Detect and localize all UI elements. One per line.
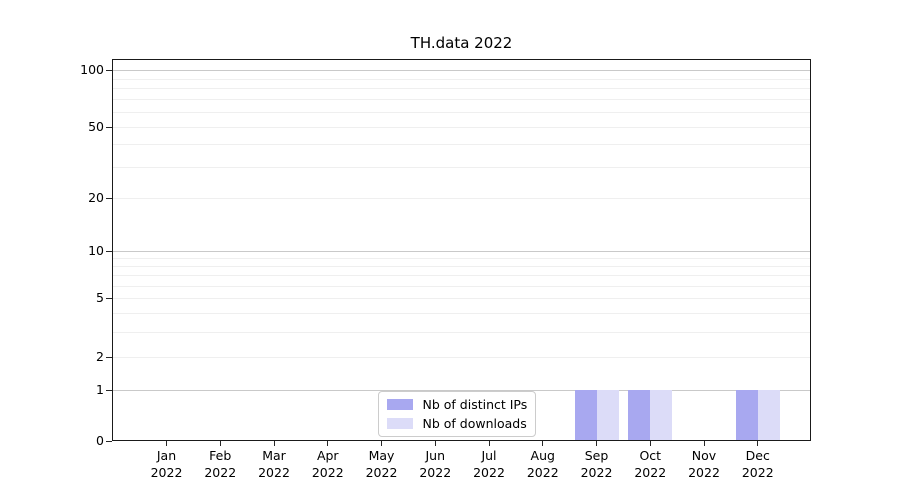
x-tick-label-nov: Nov 2022 — [672, 448, 736, 481]
bar-distinct-ips-oct — [628, 389, 651, 440]
y-tick-label-2: 2 — [96, 348, 104, 364]
y-tick-2 — [106, 356, 112, 358]
y-tick-100 — [106, 70, 112, 71]
x-label-year: 2022 — [311, 464, 344, 480]
gridline-y-9 — [113, 257, 810, 259]
chart-title: TH.data 2022 — [410, 34, 513, 52]
x-label-year: 2022 — [526, 464, 559, 480]
x-tick-nov — [703, 441, 705, 446]
y-tick-label-50: 50 — [88, 118, 104, 134]
x-label-month: Apr — [316, 448, 339, 463]
y-tick-5 — [106, 298, 112, 299]
legend-item: Nb of distinct IPs — [386, 396, 528, 413]
x-label-year: 2022 — [419, 464, 452, 480]
x-tick-sep — [596, 441, 597, 446]
x-tick-label-apr: Apr 2022 — [296, 448, 360, 481]
legend: Nb of distinct IPs Nb of downloads — [377, 391, 537, 437]
x-tick-label-jun: Jun 2022 — [403, 448, 467, 481]
gridline-y-70 — [113, 99, 810, 101]
gridline-y-50 — [113, 126, 810, 128]
gridline-y-3 — [113, 332, 810, 334]
y-tick-label-1: 1 — [96, 381, 104, 397]
x-label-year: 2022 — [150, 464, 183, 480]
x-tick-apr — [327, 441, 329, 446]
x-tick-label-dec: Dec 2022 — [726, 448, 790, 481]
x-tick-label-jul: Jul 2022 — [457, 448, 521, 481]
x-tick-aug — [542, 441, 544, 446]
y-tick-10 — [106, 250, 112, 252]
x-tick-label-sep: Sep 2022 — [565, 448, 629, 481]
x-label-month: May — [368, 448, 395, 463]
gridline-y-10 — [113, 250, 810, 252]
legend-swatch — [386, 418, 413, 429]
gridline-y-60 — [113, 111, 810, 113]
gridline-y-20 — [113, 198, 810, 199]
x-tick-jun — [434, 441, 436, 446]
x-label-year: 2022 — [741, 464, 774, 480]
x-tick-label-may: May 2022 — [350, 448, 414, 481]
y-tick-label-5: 5 — [96, 290, 104, 305]
y-tick-0 — [106, 441, 112, 442]
x-tick-feb — [219, 441, 221, 446]
x-tick-label-feb: Feb 2022 — [188, 448, 252, 481]
gridline-y-2 — [113, 356, 810, 358]
x-tick-label-oct: Oct 2022 — [618, 448, 682, 481]
x-label-month: Dec — [745, 448, 770, 463]
bar-distinct-ips-sep — [574, 389, 597, 440]
x-label-year: 2022 — [365, 464, 398, 480]
bar-downloads-sep — [596, 389, 619, 440]
x-label-year: 2022 — [580, 464, 613, 480]
y-tick-1 — [106, 389, 112, 391]
y-tick-label-0: 0 — [96, 433, 104, 448]
x-tick-may — [381, 441, 382, 446]
plot-area: Nb of distinct IPs Nb of downloads — [112, 59, 811, 441]
gridline-y-5 — [113, 298, 810, 299]
y-tick-label-10: 10 — [88, 242, 104, 258]
x-tick-label-aug: Aug 2022 — [511, 448, 575, 481]
x-label-month: Jan — [156, 448, 177, 463]
x-label-year: 2022 — [473, 464, 505, 480]
x-label-month: Feb — [209, 448, 232, 463]
x-tick-jul — [488, 441, 490, 446]
x-label-month: Jun — [425, 448, 446, 463]
x-label-month: Mar — [262, 448, 286, 463]
x-label-year: 2022 — [204, 464, 237, 480]
gridline-y-1 — [113, 389, 810, 391]
legend-swatch — [386, 399, 413, 410]
y-tick-20 — [106, 198, 112, 199]
gridline-y-7 — [113, 275, 810, 277]
bar-downloads-oct — [650, 389, 673, 440]
gridline-y-4 — [113, 313, 810, 315]
x-tick-label-jan: Jan 2022 — [135, 448, 199, 481]
legend-label: Nb of distinct IPs — [422, 397, 528, 412]
x-label-month: Oct — [639, 448, 662, 463]
x-tick-oct — [649, 441, 651, 446]
gridline-y-80 — [113, 88, 810, 90]
y-tick-50 — [106, 126, 112, 128]
gridline-y-90 — [113, 78, 810, 80]
gridline-y-40 — [113, 144, 810, 146]
gridline-y-6 — [113, 285, 810, 287]
x-tick-dec — [757, 441, 759, 446]
gridline-y-8 — [113, 266, 810, 268]
y-tick-label-100: 100 — [80, 62, 104, 77]
x-label-month: Jul — [481, 448, 497, 463]
y-tick-label-20: 20 — [88, 190, 104, 205]
x-label-month: Aug — [530, 448, 555, 463]
gridline-y-30 — [113, 166, 810, 168]
x-tick-label-mar: Mar 2022 — [242, 448, 306, 481]
bar-distinct-ips-dec — [735, 389, 758, 440]
bar-downloads-dec — [757, 389, 780, 440]
x-label-month: Sep — [584, 448, 609, 463]
x-label-year: 2022 — [258, 464, 290, 480]
legend-item: Nb of downloads — [386, 415, 528, 432]
x-tick-mar — [273, 441, 275, 446]
x-label-year: 2022 — [634, 464, 667, 480]
legend-label: Nb of downloads — [422, 416, 527, 431]
x-label-year: 2022 — [688, 464, 720, 480]
x-tick-jan — [166, 441, 167, 446]
gridline-y-100 — [113, 70, 810, 71]
x-label-month: Nov — [691, 448, 717, 463]
